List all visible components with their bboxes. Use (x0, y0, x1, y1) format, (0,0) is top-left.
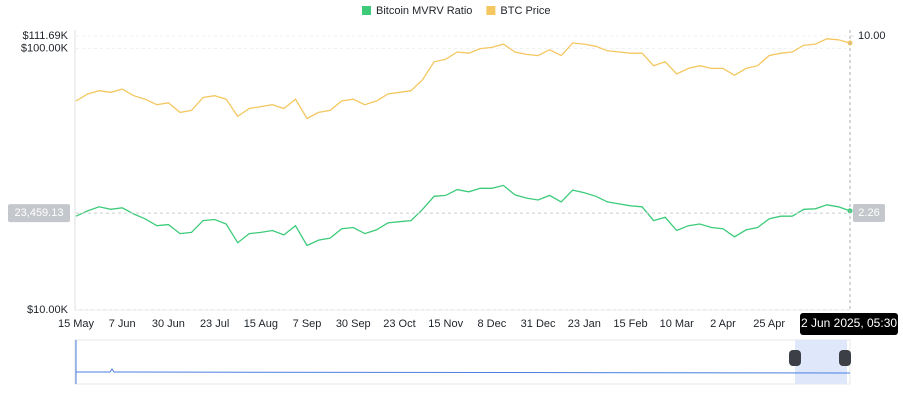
x-tick-label: 15 May (58, 318, 95, 330)
crosshair-y2-box (853, 203, 885, 222)
navigator-frame (74, 339, 851, 385)
x-tick-label: 23 Jul (200, 318, 229, 330)
x-tick-label: 25 Apr (753, 318, 785, 330)
navigator-handle[interactable] (839, 350, 851, 366)
x-tick-label: 7 Jun (109, 318, 136, 330)
x-tick-label: 8 Dec (478, 318, 507, 330)
x-tick-label: 23 Jan (568, 318, 601, 330)
navigator-selection[interactable] (795, 340, 847, 384)
legend-swatch (362, 6, 371, 15)
navigator-handle[interactable] (789, 350, 801, 366)
y-tick-label: $100.00K (21, 42, 69, 54)
y2-tick-label: 10.00 (858, 30, 886, 42)
x-tick-label: 15 Nov (428, 318, 463, 330)
series-line (75, 184, 851, 247)
x-tick-label: 15 Feb (613, 318, 647, 330)
crosshair-y-label: 23,459.13 (15, 207, 64, 219)
crosshair-x-label: 2 Jun 2025, 05:30 (801, 316, 897, 330)
legend-swatch (486, 6, 496, 15)
crosshair-y2-label: 2.26 (858, 207, 879, 219)
x-tick-label: 10 Mar (660, 318, 695, 330)
crosshair-y-box (8, 204, 70, 223)
x-tick-label: 15 Aug (244, 318, 278, 330)
x-tick-label: 2 Apr (710, 318, 736, 330)
x-tick-label: 30 Jun (152, 318, 185, 330)
x-tick-label: 7 Sep (293, 318, 322, 330)
series-line (75, 38, 851, 120)
navigator-line (76, 368, 851, 374)
y-tick-label: $111.69K (23, 30, 69, 42)
x-tick-label: 30 Sep (336, 318, 371, 330)
legend: Bitcoin MVRV Ratio BTC Price (362, 5, 551, 17)
x-tick-label: 31 Dec (521, 318, 556, 330)
legend-label: Bitcoin MVRV Ratio (376, 5, 472, 17)
navigator (74, 339, 851, 385)
crosshair-x-box (800, 313, 898, 335)
y-tick-label: $10.00K (27, 304, 69, 316)
legend-label: BTC Price (500, 5, 550, 17)
x-tick-label: 23 Oct (383, 318, 415, 330)
